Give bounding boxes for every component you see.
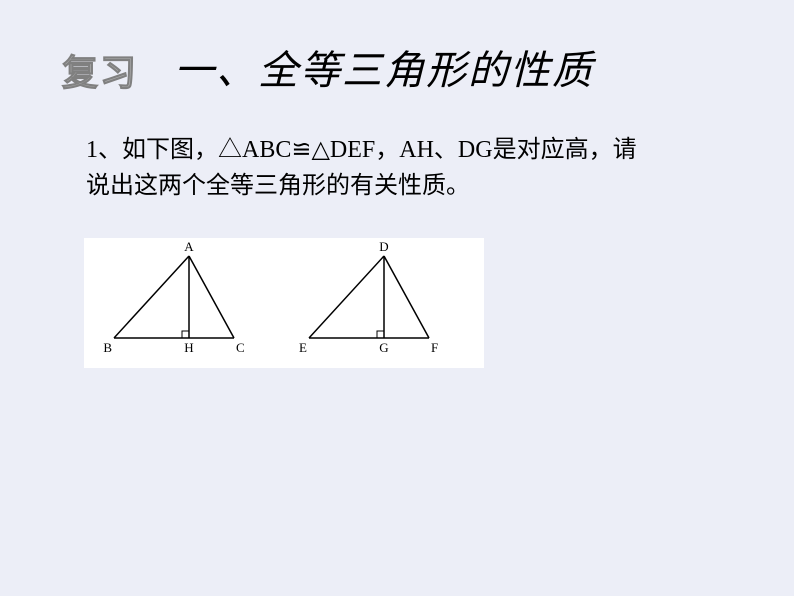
problem-line-2: 说出这两个全等三角形的有关性质。 bbox=[86, 168, 686, 204]
svg-text:E: E bbox=[299, 340, 307, 355]
svg-text:C: C bbox=[236, 340, 245, 355]
review-text: 复习 bbox=[62, 53, 138, 93]
slide-title: 一、全等三角形的性质 bbox=[174, 38, 594, 96]
review-label: 复习 bbox=[62, 44, 138, 96]
svg-text:A: A bbox=[184, 239, 194, 254]
slide: 复习 一、全等三角形的性质 1、如下图，△ABC≌△DEF，AH、DG是对应高，… bbox=[0, 0, 794, 596]
problem-text: 1、如下图，△ABC≌△DEF，AH、DG是对应高，请 说出这两个全等三角形的有… bbox=[86, 132, 686, 204]
svg-text:B: B bbox=[103, 340, 112, 355]
triangle-def: D E F G bbox=[299, 239, 438, 355]
problem-line-1: 1、如下图，△ABC≌△DEF，AH、DG是对应高，请 bbox=[86, 132, 686, 168]
svg-text:G: G bbox=[379, 340, 388, 355]
geometry-diagram: A B C H D E F G bbox=[84, 238, 484, 368]
triangle-abc: A B C H bbox=[103, 239, 244, 355]
svg-text:D: D bbox=[379, 239, 388, 254]
triangles-svg: A B C H D E F G bbox=[84, 238, 484, 368]
svg-text:F: F bbox=[431, 340, 438, 355]
svg-text:H: H bbox=[184, 340, 193, 355]
